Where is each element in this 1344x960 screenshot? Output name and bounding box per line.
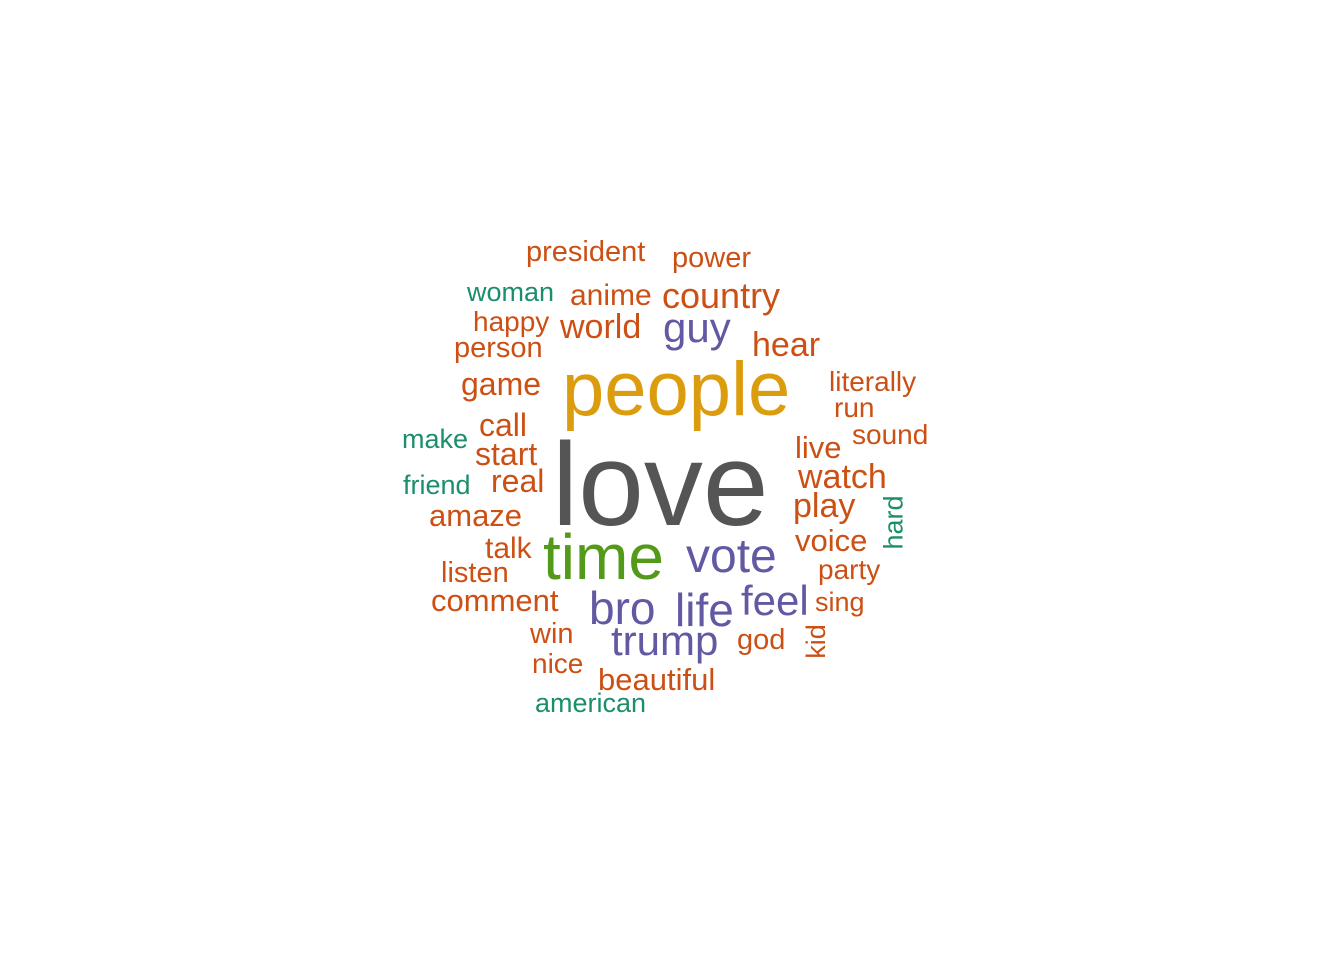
word-comment: comment [431,583,559,618]
word-woman: woman [467,277,555,307]
word-vote: vote [686,530,777,583]
word-time: time [543,521,664,593]
word-nice: nice [532,648,584,679]
word-happy: happy [473,306,550,337]
word-win: win [530,618,574,650]
word-talk: talk [485,532,532,565]
word-amaze: amaze [429,498,523,533]
word-sound: sound [852,419,929,450]
word-watch: watch [798,458,887,496]
word-friend: friend [403,470,471,500]
word-love: love [552,419,769,551]
word-run: run [834,392,875,423]
word-game: game [461,366,542,402]
word-make: make [402,424,469,454]
word-world: world [560,308,642,346]
word-power: power [672,242,751,274]
word-hear: hear [752,326,821,364]
word-call: call [479,407,528,443]
word-president: president [526,236,646,268]
word-party: party [818,554,881,585]
word-american: american [535,688,647,718]
word-real: real [491,463,545,499]
word-people: people [562,347,791,432]
word-live: live [795,430,842,465]
word-start: start [475,436,538,472]
word-bro: bro [589,582,656,634]
word-god: god [737,624,786,656]
word-voice: voice [795,523,868,558]
word-feel: feel [741,577,809,624]
word-trump: trump [611,617,719,664]
word-beautiful: beautiful [598,662,716,697]
word-literally: literally [829,366,917,397]
word-life: life [675,584,734,636]
word-kid: kid [800,624,831,659]
word-listen: listen [441,557,509,589]
word-hard: hard [878,495,909,550]
word-country: country [662,275,781,316]
word-anime: anime [570,279,652,312]
word-play: play [793,487,856,525]
word-guy: guy [663,304,731,351]
word-person: person [454,332,543,364]
word-sing: sing [815,587,865,617]
